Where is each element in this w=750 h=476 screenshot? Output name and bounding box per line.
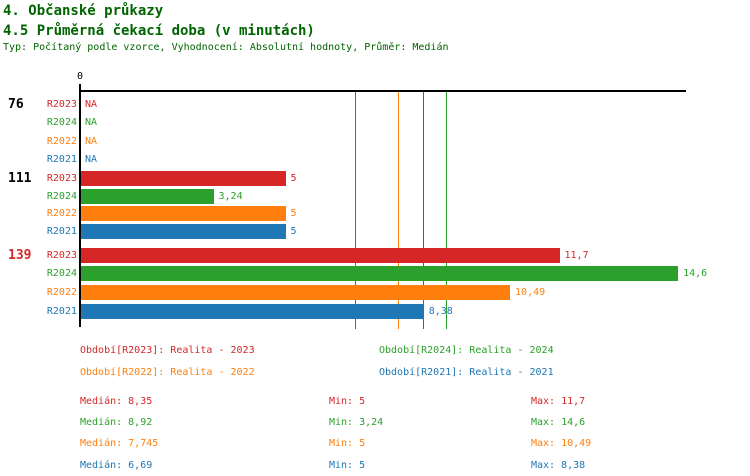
bar-R2021 — [81, 223, 286, 239]
row-label-R2022: R2022 — [46, 135, 77, 147]
bar-value-label: 8,38 — [428, 305, 453, 317]
stat-max-R2022: Max: 10,49 — [531, 438, 592, 450]
stat-min-R2024: Min: 3,24 — [329, 417, 384, 428]
row-label-R2024: R2024 — [46, 117, 77, 128]
row-label-R2023: R2023 — [46, 249, 77, 261]
legend-item-R2021: Období[R2021]: Realita - 2021 — [379, 366, 554, 378]
bar-value-label: 10,49 — [515, 286, 546, 298]
bar-value-label: 11,7 — [564, 249, 589, 261]
bar-value-label: 14,6 — [683, 268, 708, 280]
group-label-76: 76 — [8, 96, 24, 112]
row-label-R2023: R2023 — [46, 173, 77, 185]
stat-min-R2023: Min: 5 — [329, 395, 366, 407]
group-label-111: 111 — [8, 171, 32, 187]
bar-value-label: 5 — [290, 225, 297, 237]
row-label-R2022: R2022 — [46, 208, 77, 220]
bar-value-label: 5 — [290, 208, 297, 220]
row-label-R2024: R2024 — [46, 190, 77, 202]
x-axis-line — [79, 90, 686, 92]
bar-R2024 — [81, 266, 679, 282]
row-label-R2023: R2023 — [46, 98, 77, 110]
median-line-R2024 — [445, 92, 448, 329]
bar-value-na-label: NA — [85, 98, 98, 110]
legend-item-R2024: Období[R2024]: Realita - 2024 — [379, 345, 554, 356]
row-label-R2021: R2021 — [46, 225, 77, 237]
bar-R2024 — [81, 188, 214, 204]
stat-median-R2023: Medián: 8,35 — [80, 395, 153, 407]
legend-item-R2023: Období[R2023]: Realita - 2023 — [80, 345, 255, 356]
row-label-R2021: R2021 — [46, 305, 77, 317]
bar-value-label: 3,24 — [218, 190, 243, 202]
legend-item-R2022: Období[R2022]: Realita - 2022 — [80, 366, 255, 378]
bar-R2023 — [81, 247, 560, 263]
stat-median-R2022: Medián: 7,745 — [80, 438, 159, 450]
stat-median-R2024: Medián: 8,92 — [80, 417, 153, 428]
stat-median-R2021: Medián: 6,69 — [80, 459, 153, 471]
page-title: 4. Občanské průkazy — [3, 3, 164, 19]
bar-R2022 — [81, 206, 286, 222]
bar-value-label: 5 — [290, 173, 297, 185]
stat-max-R2021: Max: 8,38 — [531, 459, 586, 471]
bar-value-na-label: NA — [85, 117, 98, 128]
stat-max-R2023: Max: 11,7 — [531, 395, 586, 407]
row-label-R2021: R2021 — [46, 154, 77, 165]
stat-min-R2021: Min: 5 — [329, 459, 366, 471]
median-line-R2023 — [422, 92, 424, 329]
stat-min-R2022: Min: 5 — [329, 438, 366, 450]
bar-R2022 — [81, 284, 511, 300]
stat-max-R2024: Max: 14,6 — [531, 417, 586, 428]
row-label-R2024: R2024 — [46, 268, 77, 280]
chart-title: 4.5 Průměrná čekací doba (v minutách) — [3, 23, 315, 39]
median-line-R2021 — [354, 92, 357, 329]
bar-value-na-label: NA — [85, 135, 98, 147]
y-axis-line — [79, 84, 81, 327]
bar-R2023 — [81, 171, 286, 187]
row-label-R2022: R2022 — [46, 286, 77, 298]
axis-zero-label: 0 — [76, 71, 84, 82]
median-line-R2022 — [397, 92, 400, 329]
chart-meta-line: Typ: Počítaný podle vzorce, Vyhodnocení:… — [3, 42, 449, 53]
group-label-139: 139 — [8, 247, 32, 263]
bar-value-na-label: NA — [85, 154, 98, 165]
bar-R2021 — [81, 303, 424, 319]
